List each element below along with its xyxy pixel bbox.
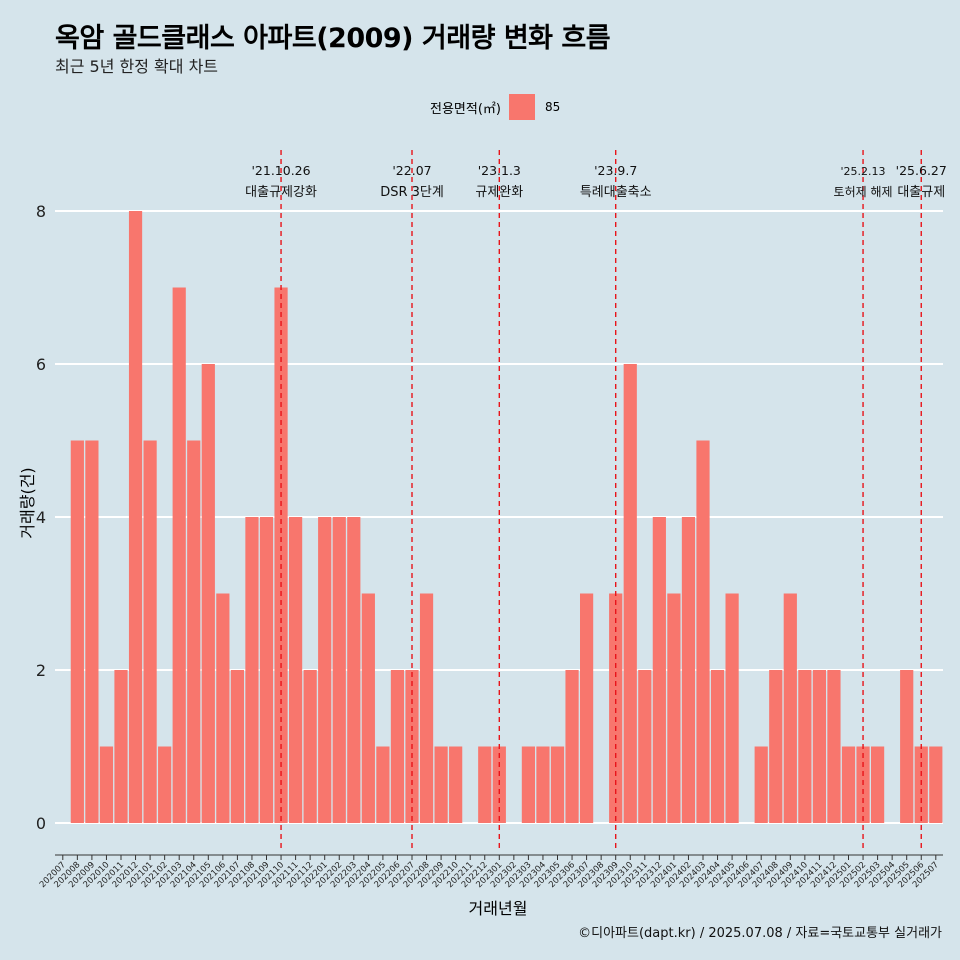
bar-202102: [158, 746, 172, 823]
bar-202408: [769, 670, 783, 823]
y-axis-title: 거래량(건): [18, 467, 37, 538]
y-tick-label: 0: [36, 814, 46, 833]
bar-202505: [900, 670, 914, 823]
event-lines: '21.10.26 대출규제강화 '22.07 DSR 3단계 '23.1.3 규제완화 '…: [245, 150, 947, 852]
bar-202106: [216, 593, 230, 823]
bar-202111: [289, 517, 303, 823]
bar-202206: [390, 670, 405, 823]
event-date-label: '21.10.26: [251, 163, 310, 178]
bar-202107: [230, 670, 244, 823]
bar-202010: [99, 746, 114, 823]
bar-202112: [303, 670, 317, 823]
bar-202306: [565, 670, 579, 823]
y-tick-label: 8: [36, 202, 46, 221]
bar-202503: [871, 746, 885, 823]
bar-202404: [710, 670, 725, 823]
bar-202210: [449, 746, 463, 823]
legend-title: 전용면적(㎡): [430, 101, 501, 117]
y-tick-label: 2: [36, 661, 46, 680]
bar-202203: [347, 517, 361, 823]
bar-202304: [536, 746, 550, 823]
bar-202501: [841, 746, 856, 823]
bar-202109: [259, 517, 274, 823]
chart-subtitle: 최근 5년 한정 확대 차트: [55, 57, 219, 76]
bar-202307: [580, 593, 594, 823]
bar-202402: [681, 517, 696, 823]
event-date-label: '22.07: [392, 163, 431, 178]
bar-202305: [550, 746, 565, 823]
event-name-label: 규제완화: [475, 185, 523, 200]
bar-202410: [798, 670, 812, 823]
event-name-label: DSR 3단계: [380, 185, 444, 200]
bar-202407: [754, 746, 768, 823]
event-name-label: 토허제 해제: [834, 185, 893, 199]
bar-202403: [696, 440, 710, 823]
bar-202204: [361, 593, 375, 823]
source-caption: ©디아파트(dapt.kr) / 2025.07.08 / 자료=국토교통부 실…: [578, 926, 942, 941]
legend-swatch: [508, 94, 535, 120]
bar-202108: [245, 517, 259, 823]
legend-entry-label: 85: [544, 100, 561, 114]
bars: [70, 211, 943, 823]
bar-202201: [318, 517, 332, 823]
bar-202405: [725, 593, 739, 823]
bar-202312: [652, 517, 666, 823]
bar-202205: [376, 746, 390, 823]
bar-202507: [929, 746, 943, 823]
event-date-label: '23.9.7: [594, 163, 637, 178]
bar-202411: [812, 670, 826, 823]
bar-202103: [172, 287, 186, 823]
y-tick-label: 4: [36, 508, 46, 527]
event-date-label: '25.2.13: [841, 165, 886, 178]
bar-202310: [623, 364, 637, 823]
event-date-label: '23.1.3: [478, 163, 521, 178]
x-axis-title: 거래년월: [469, 899, 528, 918]
bar-202012: [128, 211, 143, 823]
bar-202208: [419, 593, 434, 823]
event-name-label: 대출규제강화: [245, 185, 317, 200]
chart-title: 옥암 골드클래스 아파트(2009) 거래량 변화 흐름: [55, 23, 611, 54]
bar-202409: [783, 593, 797, 823]
bar-202104: [187, 440, 201, 823]
bar-202101: [143, 440, 157, 823]
event-date-label: '25.6.27: [896, 163, 947, 178]
event-name-label: 대출규제: [897, 185, 945, 200]
bar-202311: [638, 670, 652, 823]
y-tick-label: 6: [36, 355, 46, 374]
bar-202212: [478, 746, 492, 823]
bar-202008: [70, 440, 84, 823]
bar-202011: [114, 670, 128, 823]
bar-202009: [85, 440, 99, 823]
bar-202412: [827, 670, 841, 823]
legend: 전용면적(㎡) 85: [430, 94, 560, 120]
bar-202303: [521, 746, 535, 823]
bar-202105: [201, 364, 215, 823]
event-name-label: 특례대출축소: [580, 185, 652, 200]
bar-202209: [434, 746, 448, 823]
bar-202401: [667, 593, 681, 823]
bar-202202: [332, 517, 346, 823]
